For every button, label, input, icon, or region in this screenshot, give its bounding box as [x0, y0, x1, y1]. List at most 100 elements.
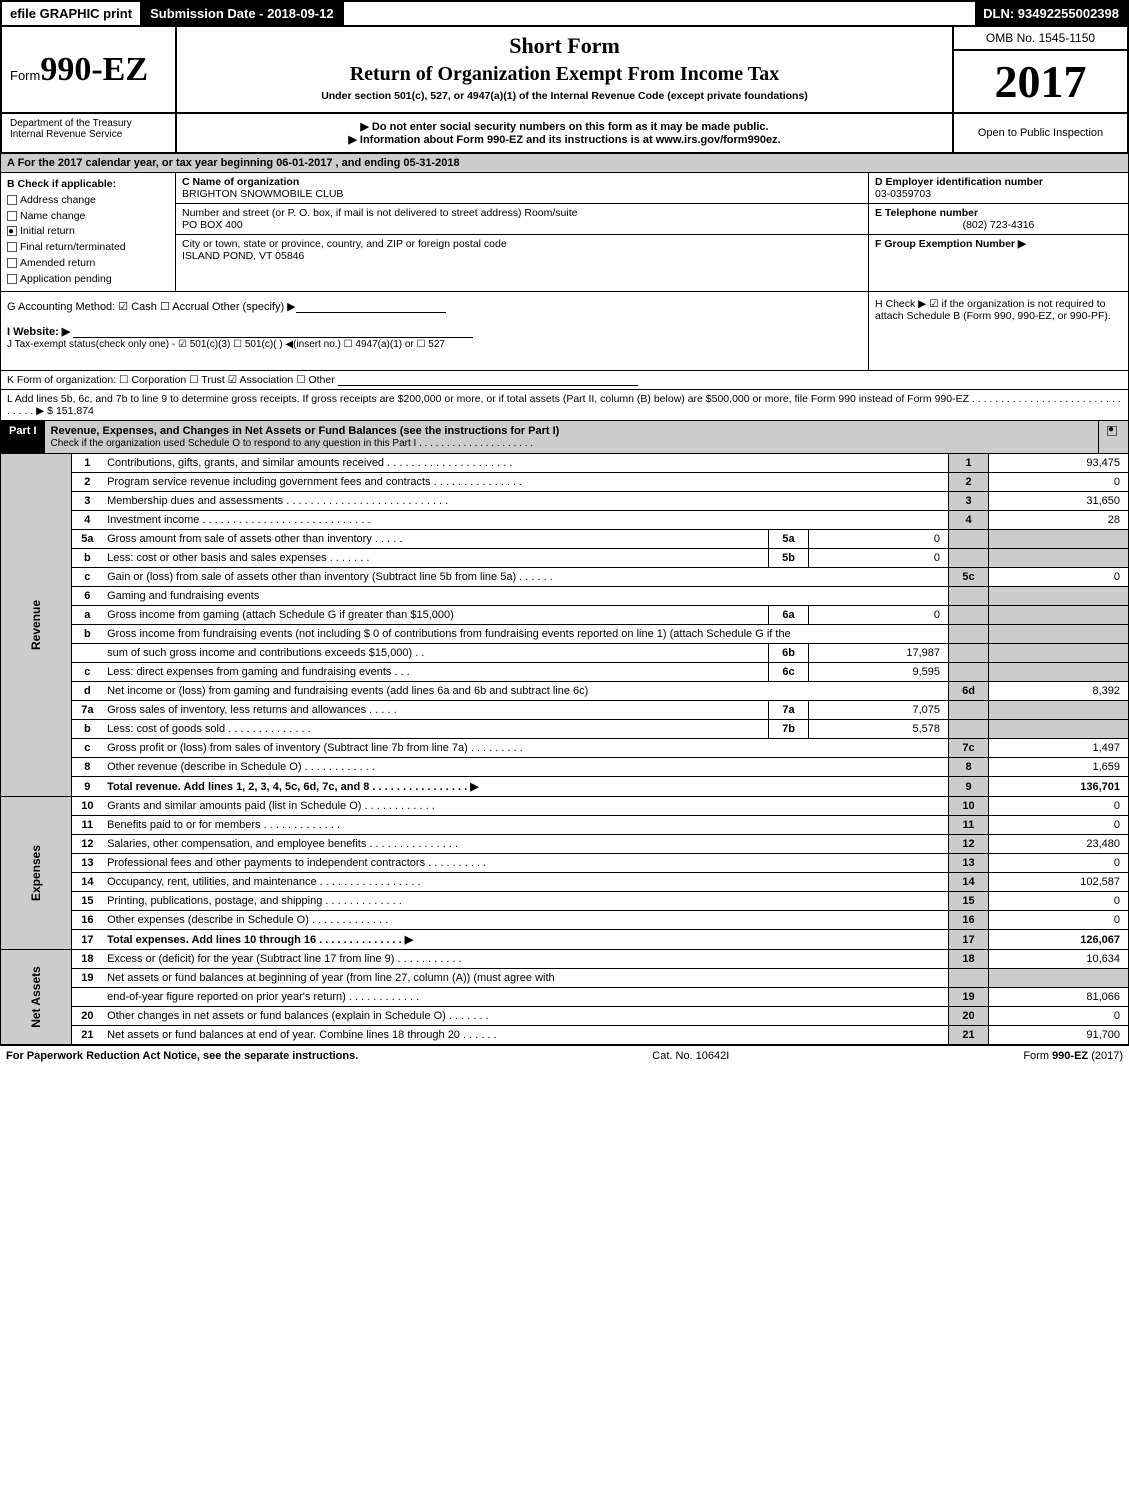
line-number: 9 [71, 777, 103, 797]
mid-line-number: 7a [769, 701, 809, 720]
out-line-value: 28 [989, 511, 1129, 530]
line-number: 21 [71, 1026, 103, 1045]
part-1-ck[interactable] [1098, 421, 1128, 453]
footer-mid: Cat. No. 10642I [652, 1050, 729, 1062]
dln-label: DLN: 93492255002398 [975, 2, 1127, 25]
short-form-label: Short Form [187, 33, 942, 59]
mid-line-number: 6a [769, 606, 809, 625]
line-number: 12 [71, 835, 103, 854]
line-description: Gain or (loss) from sale of assets other… [103, 568, 948, 587]
out-line-number-shaded [949, 644, 989, 663]
line-description: Gross profit or (loss) from sales of inv… [103, 739, 948, 758]
open-to-public: Open to Public Inspection [954, 114, 1127, 152]
org-city-block: City or town, state or province, country… [176, 235, 868, 265]
out-line-value: 31,650 [989, 492, 1129, 511]
ein-value: 03-0359703 [875, 188, 931, 200]
line-number: 5a [71, 530, 103, 549]
line-description: sum of such gross income and contributio… [103, 644, 768, 663]
out-line-number: 1 [949, 454, 989, 473]
footer-left: For Paperwork Reduction Act Notice, see … [6, 1050, 358, 1062]
out-line-number-shaded [949, 969, 989, 988]
table-row: 12Salaries, other compensation, and empl… [1, 835, 1129, 854]
mid-line-value: 5,578 [809, 720, 949, 739]
mid-line-value: 0 [809, 549, 949, 568]
line-number: b [71, 720, 103, 739]
out-line-number: 6d [949, 682, 989, 701]
ck-amended-return[interactable]: Amended return [7, 257, 95, 269]
ck-final-return[interactable]: Final return/terminated [7, 241, 126, 253]
out-line-number: 7c [949, 739, 989, 758]
out-line-number: 13 [949, 854, 989, 873]
line-description: Printing, publications, postage, and shi… [103, 892, 948, 911]
out-line-value-shaded [989, 720, 1129, 739]
out-line-value-shaded [989, 663, 1129, 682]
table-row: 4Investment income . . . . . . . . . . .… [1, 511, 1129, 530]
out-line-number: 9 [949, 777, 989, 797]
table-row: 9Total revenue. Add lines 1, 2, 3, 4, 5c… [1, 777, 1129, 797]
out-line-value: 136,701 [989, 777, 1129, 797]
out-line-value: 8,392 [989, 682, 1129, 701]
i-website-blank[interactable] [73, 326, 473, 338]
g-other-blank[interactable] [296, 301, 446, 313]
mid-line-value: 7,075 [809, 701, 949, 720]
table-row: end-of-year figure reported on prior yea… [1, 988, 1129, 1007]
header-right-block: OMB No. 1545-1150 2017 [952, 27, 1127, 112]
col-b-check-applicable: B Check if applicable: Address change Na… [1, 173, 176, 291]
table-row: 5aGross amount from sale of assets other… [1, 530, 1129, 549]
ck-address-change[interactable]: Address change [7, 194, 96, 206]
mid-line-number: 5b [769, 549, 809, 568]
out-line-number-shaded [949, 587, 989, 606]
out-line-value: 126,067 [989, 930, 1129, 950]
line-number: 7a [71, 701, 103, 720]
g-text: G Accounting Method: ☑ Cash ☐ Accrual Ot… [7, 301, 296, 313]
line-number: b [71, 549, 103, 568]
out-line-number: 11 [949, 816, 989, 835]
ck-application-pending[interactable]: Application pending [7, 273, 112, 285]
line-number: b [71, 625, 103, 644]
line-number: 3 [71, 492, 103, 511]
table-row: bLess: cost or other basis and sales exp… [1, 549, 1129, 568]
line-number: d [71, 682, 103, 701]
part-1-lines: Revenue1Contributions, gifts, grants, an… [0, 454, 1129, 1045]
mid-line-value: 0 [809, 530, 949, 549]
irs-link[interactable]: www.irs.gov/form990ez [656, 134, 778, 146]
line-number: 6 [71, 587, 103, 606]
table-row: 17Total expenses. Add lines 10 through 1… [1, 930, 1129, 950]
line-description: Gaming and fundraising events [103, 587, 948, 606]
k-other-blank[interactable] [338, 374, 638, 386]
line-number: 17 [71, 930, 103, 950]
mid-line-number: 6c [769, 663, 809, 682]
line-description: Net income or (loss) from gaming and fun… [103, 682, 948, 701]
out-line-value: 1,497 [989, 739, 1129, 758]
dept-treasury: Department of the Treasury Internal Reve… [2, 114, 177, 152]
line-description: Net assets or fund balances at beginning… [103, 969, 948, 988]
out-line-value-shaded [989, 969, 1129, 988]
line-description: Gross amount from sale of assets other t… [103, 530, 768, 549]
line-number: 15 [71, 892, 103, 911]
out-line-value: 1,659 [989, 758, 1129, 777]
line-description: Gross income from fundraising events (no… [103, 625, 948, 644]
table-row: cLess: direct expenses from gaming and f… [1, 663, 1129, 682]
out-line-number: 15 [949, 892, 989, 911]
mid-line-number: 5a [769, 530, 809, 549]
out-line-value-shaded [989, 701, 1129, 720]
section-label-net-assets: Net Assets [1, 950, 72, 1045]
table-row: 3Membership dues and assessments . . . .… [1, 492, 1129, 511]
line-description: Investment income . . . . . . . . . . . … [103, 511, 948, 530]
org-city: ISLAND POND, VT 05846 [182, 250, 304, 262]
line-number: c [71, 663, 103, 682]
row-a-calendar-year: A For the 2017 calendar year, or tax yea… [0, 154, 1129, 173]
mid-line-value: 0 [809, 606, 949, 625]
col-d-e-f: D Employer identification number 03-0359… [868, 173, 1128, 291]
table-row: sum of such gross income and contributio… [1, 644, 1129, 663]
line-description: Salaries, other compensation, and employ… [103, 835, 948, 854]
out-line-value: 10,634 [989, 950, 1129, 969]
ck-name-change[interactable]: Name change [7, 210, 85, 222]
line-number: 10 [71, 797, 103, 816]
l-text: L Add lines 5b, 6c, and 7b to line 9 to … [7, 393, 1121, 417]
line-description: Benefits paid to or for members . . . . … [103, 816, 948, 835]
org-name: BRIGHTON SNOWMOBILE CLUB [182, 188, 343, 200]
line-description: Total expenses. Add lines 10 through 16 … [103, 930, 948, 950]
ck-initial-return[interactable]: Initial return [7, 225, 75, 237]
line-description: Program service revenue including govern… [103, 473, 948, 492]
